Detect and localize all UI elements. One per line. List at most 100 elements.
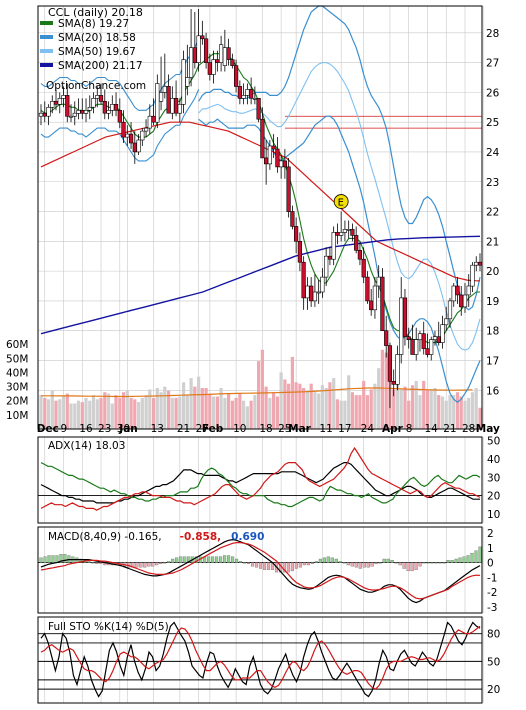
macd-histogram-bar [370,562,374,567]
candle-down [237,86,243,99]
macd-histogram-bar [358,562,362,569]
macd-histogram-bar [223,555,227,563]
macd-histogram-bar [227,555,231,563]
candle-up [83,110,89,114]
volume-bar [167,390,171,429]
macd-histogram-bar [330,557,334,563]
candle-down [80,110,85,114]
candle-up [376,276,381,287]
macd-histogram-bar [99,562,103,564]
volume-bar [320,385,324,429]
candle-down [53,101,59,105]
stochastic-grid [38,617,485,703]
price-panel: E 16 17 18 19 20 21 22 23 24 25 26 27 28 10M 20M 30M 40… [6,5,500,435]
macd-histogram-bar [334,558,338,563]
macd-histogram-bar [59,554,63,563]
macd-histogram-bar [266,562,271,570]
macd-histogram-bar [382,558,386,563]
volume-tick-label: 30M [6,382,28,394]
candle-up [417,333,423,341]
candle-down [263,157,269,165]
candle-up [267,145,273,165]
volume-bar [46,399,51,429]
indicator-tick-label: 50 [487,656,500,668]
volume-bar [58,399,62,429]
price-tick-label: 26 [486,87,500,99]
price-panel-frame [37,5,483,430]
candle-up [50,101,55,108]
indicator-tick-label: 20 [487,684,500,696]
macd-histogram-bar [406,562,410,572]
candle-up [432,336,438,341]
candle-up [245,89,250,96]
macd-histogram-bar [314,561,318,563]
candle-up [451,285,456,302]
candle-up [312,291,318,302]
volume-bar [61,396,66,429]
candle-up [87,107,92,111]
volume-bar [369,389,373,429]
candle-down [402,297,408,337]
candle-up [159,92,164,102]
macd-title: MACD(8,40,9) -0.165, -0.858, 0.690 [48,531,264,543]
candle-up [395,354,400,385]
macd-histogram-bar [139,562,143,568]
minus_di-line [40,446,481,511]
volume-bar [114,395,118,429]
candle-down [286,166,291,212]
plus_di-line [40,462,481,508]
legend-label: SMA(8) 19.27 [58,18,129,30]
candle-up [346,229,351,231]
volume-bar [264,386,268,429]
macd-histogram-bar [135,562,139,568]
moving-average-lines [40,5,481,403]
volume-bar [88,400,92,429]
volume-bar [50,390,54,429]
candle-down [98,95,104,102]
macd-panel-frame [37,526,483,614]
volume-bar [76,400,81,429]
candle-up [474,261,479,266]
candle-up [72,112,77,117]
macd-histogram-bar [350,562,354,567]
volume-bar [91,395,96,429]
candle-up [185,77,190,87]
price-tick-label: 16 [486,385,500,397]
volume-bar [69,403,73,429]
volume-bar [470,392,475,429]
macd-histogram-bar [338,561,342,563]
candle-up [342,229,348,233]
legend-swatch [40,49,53,53]
volume-tick-label: 40M [6,367,28,379]
volume-y-axis: 10M 20M 30M 40M 50M 60M [6,339,28,422]
legend-label: SMA(50) 19.67 [58,46,136,58]
volume-bar [313,392,317,429]
macd-line [40,538,481,604]
candle-up [414,339,419,355]
macd-histogram-bar [366,562,370,568]
volume-tick-label: 10M [6,410,28,422]
volume-bar [290,356,294,429]
volume-bar [302,388,306,429]
volume-bar [242,400,246,429]
volume-bar [429,389,433,429]
macd-histogram-bar [43,556,47,563]
candle-down [230,59,235,66]
macd-histogram-bar [354,562,358,568]
volume-bar [95,399,99,429]
indicator-tick-label: 0 [487,558,494,570]
volume-bar [425,389,430,429]
macd-histogram-bar [426,562,430,564]
candle-down [65,95,70,117]
volume-bar [403,386,407,429]
indicator-tick-label: -1 [487,572,497,584]
volume-bar [467,397,471,429]
macd-histogram-bar [474,550,478,563]
macd-histogram-bar [298,562,302,568]
candle-down [204,38,209,63]
candle-up [305,285,310,299]
price-tick-label: 25 [486,117,499,129]
macd-histogram-bar [310,562,314,564]
macd-histogram-bar [390,560,394,563]
